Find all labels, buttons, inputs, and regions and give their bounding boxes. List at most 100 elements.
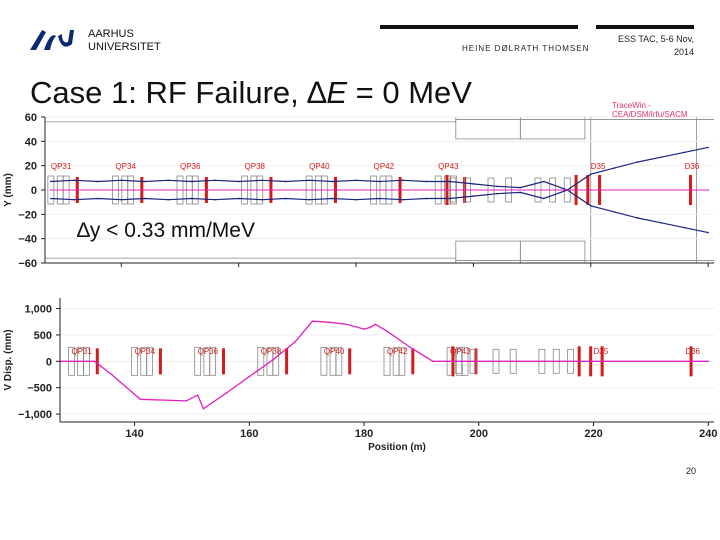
y-tick-label: −20 [18,209,37,221]
data-point [214,198,216,201]
data-point [202,408,205,410]
data-point [284,197,287,200]
data-point [402,179,404,182]
aperture-box [519,116,586,140]
data-point [472,183,475,185]
quadrupole-outline [320,346,328,376]
header-rule-left [380,25,578,29]
x-tick-label: 200 [470,428,488,440]
y-axis-label: Y (mm) [3,173,14,207]
data-point [386,330,388,333]
dipole-marker [285,348,289,375]
slide-number: 20 [685,466,696,476]
x-tick-label: 220 [584,428,602,440]
data-point [190,180,193,183]
element-label: QP42 [387,347,408,356]
data-point [355,179,357,182]
data-point [143,180,146,183]
quadrupole-outline [398,346,406,376]
data-point [50,180,52,183]
y-tick-label: 60 [25,112,37,124]
data-point [120,198,123,201]
element-label: QP42 [374,162,395,171]
x-tick-label: 180 [355,428,373,440]
element-label: D36 [685,347,700,356]
chart-beam-envelope: QP31 QP34 QP36 QP38 QP40 QP42 QP43 D35 D36 −60 −4… [3,112,717,270]
data-point [167,198,170,201]
data-point [225,392,228,394]
data-point [378,197,381,200]
y-tick-label: 20 [25,161,37,173]
title-delta: ∆ [307,75,327,110]
data-point [196,394,199,396]
conference-line-1: ESS TAC, 5-6 Nov, [617,34,694,44]
element-label: QP40 [324,347,345,356]
element-label: QP31 [51,162,72,171]
axis-group: −1,000 −500 0 500 1,000 140 160 180 200 220 240 Pos… [3,298,717,453]
data-point [97,180,99,183]
series-group [50,146,709,234]
y-tick-label: 0 [31,185,37,197]
data-point [311,320,314,323]
tracewin-label: TraceWin - CEA/DSM/Irfu/SACM [612,101,688,119]
sensitivity-annotation: ∆y < 0.33 mm/MeV [77,219,255,242]
element-label: D36 [685,162,700,171]
au-wave-logo-icon [30,30,74,50]
data-point [489,360,492,363]
x-tick-label: 140 [112,269,130,270]
x-tick-label: 180 [347,269,365,270]
aperture-box [519,240,586,264]
element-label: QP36 [198,347,219,356]
data-point [425,180,428,183]
data-point [308,179,310,182]
element-label: QP34 [115,162,136,171]
x-tick-label: 160 [240,428,258,440]
data-point [308,198,310,201]
element-label: QP36 [180,162,201,171]
data-point [190,197,193,200]
series-group [59,320,710,410]
data-point [214,179,216,182]
university-line-2: UNIVERSITET [88,41,161,53]
header-rule-right [596,25,694,29]
element-label: D35 [591,162,606,171]
data-point [363,328,365,330]
aperture-box [455,240,521,264]
data-point [425,197,428,200]
axis-group: −60−40−200204060140160180200220240Positi… [3,112,717,270]
data-point [636,217,639,219]
quadrupole-outline [131,346,138,376]
title-variable: E [326,75,348,110]
data-point [73,179,76,182]
data-point [185,400,188,402]
data-point [271,359,274,362]
data-point [237,197,240,200]
conference-line-2: 2014 [673,47,694,57]
data-point [73,198,76,201]
y-tick-label: −60 [18,258,37,270]
data-point [167,179,170,182]
aperture-top [45,119,714,123]
element-label: QP43 [450,347,471,356]
data-point [93,360,96,363]
dipole-marker [95,348,99,375]
data-point [707,189,709,191]
y-tick-label: −40 [18,234,37,246]
data-point [378,180,381,183]
data-point [636,161,639,163]
x-tick-label: 240 [699,269,717,270]
data-point [50,189,52,191]
data-point [472,195,475,197]
quadrupole-outline [209,346,217,376]
data-point [50,197,52,200]
quadrupole-outline [146,346,153,376]
conference-info: ESS TAC, 5-6 Nov, 2014 [600,33,694,59]
quadrupole-outline [383,346,391,376]
data-point [589,205,592,207]
element-label: QP34 [135,347,156,356]
dispersion-line [60,320,709,410]
university-name: AARHUS UNIVERSITET [88,28,161,54]
data-point [683,226,686,229]
data-point [237,180,240,183]
element-label: QP43 [438,162,459,171]
